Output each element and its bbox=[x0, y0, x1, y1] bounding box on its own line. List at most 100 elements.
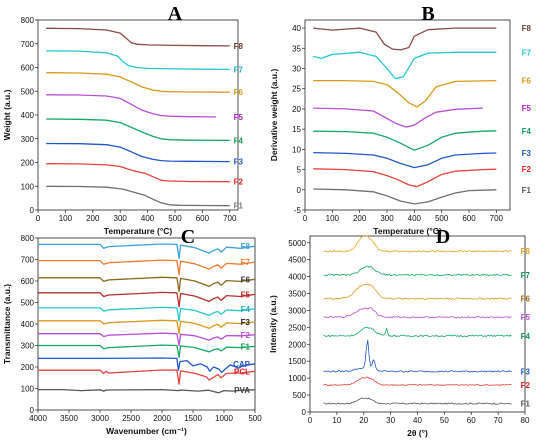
panel-b-y-tick-label: 35 bbox=[292, 44, 301, 53]
panel-d-y-tick-label: 1500 bbox=[288, 357, 306, 366]
panel-d-x-tick-label: 0 bbox=[308, 416, 313, 425]
panel-a-series-f3-label: F3 bbox=[234, 158, 244, 167]
panel-c-y-tick-label: 200 bbox=[21, 363, 35, 372]
panel-a-series-f6-line bbox=[46, 72, 230, 93]
panel-d-y-tick-label: 1000 bbox=[288, 374, 306, 383]
panel-a-series-f7-label: F7 bbox=[234, 65, 244, 74]
panel-b-series-f7-label: F7 bbox=[522, 48, 532, 57]
panel-a-y-tick-label: 800 bbox=[21, 16, 35, 25]
panel-a-x-tick-label: 500 bbox=[168, 214, 182, 223]
panel-d-series-f6-line bbox=[323, 283, 512, 300]
panel-d-series-f2-label: F2 bbox=[521, 381, 531, 390]
panel-c-series-f2-line bbox=[38, 332, 256, 347]
panel-a-y-tick-label: 200 bbox=[21, 159, 35, 168]
panel-c-series-f4-label: F4 bbox=[241, 305, 251, 314]
panel-b-y-tick-label: 10 bbox=[292, 145, 301, 154]
panel-b-series-f8-label: F8 bbox=[522, 24, 532, 33]
panel-c-y-tick-label: 500 bbox=[21, 299, 35, 308]
panel-d-series-f7-line bbox=[323, 265, 512, 277]
panel-c-series-pcl-line bbox=[38, 369, 256, 385]
panel-d-series-f8-line bbox=[323, 235, 512, 253]
panel-a-y-axis-title: Weight (a.u.) bbox=[2, 89, 12, 140]
panel-b-x-tick-label: 600 bbox=[462, 214, 476, 223]
panel-c-y-tick-label: 100 bbox=[21, 385, 35, 394]
panel-b-x-tick-label: 500 bbox=[435, 214, 449, 223]
panel-a-y-tick-label: 600 bbox=[21, 64, 35, 73]
panel-d-x-tick-label: 70 bbox=[494, 416, 503, 425]
panel-a-x-tick-label: 600 bbox=[196, 214, 210, 223]
panel-a-series-f1-line bbox=[46, 185, 230, 207]
panel-b-series-f5-line bbox=[313, 107, 483, 128]
panel-d-x-tick-label: 50 bbox=[440, 416, 449, 425]
panel-c-series-f5-label: F5 bbox=[241, 290, 251, 299]
panel-c-y-tick-label: 300 bbox=[21, 342, 35, 351]
panel-d-series-f5-line bbox=[323, 307, 512, 319]
panel-c-series-f3-label: F3 bbox=[241, 318, 251, 327]
panel-c-y-tick-label: 600 bbox=[21, 277, 35, 286]
panel-a-series-f6-label: F6 bbox=[234, 88, 244, 97]
panel-b-series-f5-label: F5 bbox=[522, 104, 532, 113]
panel-d-series-f4-line bbox=[323, 326, 512, 338]
panel-b-x-tick-label: 100 bbox=[326, 214, 340, 223]
panel-d-series-f3-line bbox=[323, 339, 512, 373]
panel-b-series-f1-label: F1 bbox=[522, 186, 532, 195]
panel-d-x-axis-title: 2θ (°) bbox=[407, 428, 428, 438]
panel-c-x-tick-label: 500 bbox=[248, 414, 262, 423]
panel-a-series-f8-label: F8 bbox=[234, 42, 244, 51]
panel-a: A 0 100 200 300 400 500 600 700 0 100 200 300 400 500 6… bbox=[2, 3, 244, 236]
panel-b-y-tick-label: 40 bbox=[292, 24, 301, 33]
panel-c-series-f3-line bbox=[38, 319, 256, 335]
panel-b-y-tick-label: 5 bbox=[297, 166, 302, 175]
panel-c-x-tick-label: 2000 bbox=[153, 414, 171, 423]
panel-c-series-f1-label: F1 bbox=[241, 342, 251, 351]
panel-d-series-f6-label: F6 bbox=[521, 295, 531, 304]
panel-a-series-f2-label: F2 bbox=[234, 178, 244, 187]
panel-d: D 0 10 20 30 40 50 60 70 80 0 500 1000 1500 2000 2500 30… bbox=[268, 226, 531, 438]
panel-c-x-tick-label: 2500 bbox=[122, 414, 140, 423]
panel-c-series-pva-label: PVA bbox=[234, 386, 250, 395]
panel-a-x-tick-label: 0 bbox=[36, 214, 41, 223]
panel-d-series-f7-label: F7 bbox=[521, 271, 531, 280]
panel-a-series-f8-line bbox=[46, 27, 230, 47]
panel-c-series-f2-label: F2 bbox=[241, 331, 251, 340]
panel-b-y-tick-label: 0 bbox=[297, 186, 302, 195]
panel-b-series-f6-label: F6 bbox=[522, 77, 532, 86]
panel-a-series-f7-line bbox=[46, 50, 230, 71]
panel-d-x-tick-label: 40 bbox=[413, 416, 422, 425]
panel-b-x-tick-label: 400 bbox=[408, 214, 422, 223]
panel-a-series-f2-line bbox=[46, 163, 230, 183]
panel-b-y-tick-label: -5 bbox=[294, 206, 302, 215]
panel-d-y-tick-label: 4500 bbox=[288, 256, 306, 265]
panel-b-series-f3-line bbox=[313, 151, 497, 169]
panel-d-x-tick-label: 80 bbox=[521, 416, 530, 425]
panel-c-series-cap-label: CAP bbox=[233, 360, 251, 369]
panel-b-series-f4-line bbox=[313, 130, 497, 151]
panel-d-series-f4-label: F4 bbox=[521, 332, 531, 341]
panel-a-y-tick-label: 400 bbox=[21, 111, 35, 120]
panel-c-series-f8-line bbox=[38, 243, 256, 260]
panel-b-letter: B bbox=[421, 3, 434, 25]
panel-a-x-tick-label: 400 bbox=[141, 214, 155, 223]
panel-d-y-tick-label: 3500 bbox=[288, 290, 306, 299]
panel-d-y-tick-label: 0 bbox=[302, 408, 307, 417]
panel-c-x-tick-label: 1000 bbox=[215, 414, 233, 423]
panel-b-series-f6-line bbox=[313, 79, 497, 108]
panel-a-y-tick-label: 500 bbox=[21, 87, 35, 96]
panel-a-x-tick-label: 100 bbox=[59, 214, 73, 223]
panel-d-x-tick-label: 30 bbox=[386, 416, 395, 425]
panel-d-series-f5-label: F5 bbox=[521, 313, 531, 322]
panel-d-y-tick-label: 5000 bbox=[288, 239, 306, 248]
panel-d-series-f1-label: F1 bbox=[521, 400, 531, 409]
panel-c-series-f7-label: F7 bbox=[241, 258, 251, 267]
panel-a-y-tick-label: 700 bbox=[21, 40, 35, 49]
panel-b-series-f3-label: F3 bbox=[522, 149, 532, 158]
panel-d-y-tick-label: 500 bbox=[293, 391, 307, 400]
panel-a-series-f5-line bbox=[46, 94, 217, 118]
panel-c-series-f5-line bbox=[38, 291, 256, 308]
panel-c-x-tick-label: 4000 bbox=[29, 414, 47, 423]
panel-b-series-f1-line bbox=[313, 188, 497, 205]
panel-c-x-tick-label: 3500 bbox=[60, 414, 78, 423]
panel-d-x-tick-label: 20 bbox=[359, 416, 368, 425]
panel-d-series-f3-label: F3 bbox=[521, 367, 531, 376]
